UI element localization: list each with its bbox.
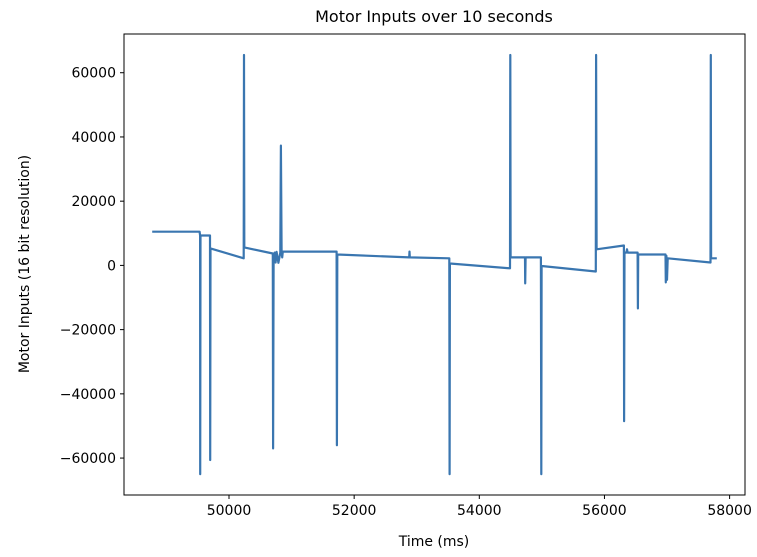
y-tick-label: −20000 [60, 323, 116, 339]
series-line [152, 53, 717, 476]
x-tick-label: 50000 [207, 503, 252, 519]
plot-frame [123, 33, 746, 496]
x-tick-label: 58000 [707, 503, 752, 519]
y-axis: −60000 −40000 −20000 0 20000 40000 60000 [60, 66, 124, 467]
x-tick-label: 52000 [332, 503, 377, 519]
y-tick-label: 20000 [71, 194, 116, 210]
x-axis: 50000 52000 54000 56000 58000 [207, 495, 752, 519]
y-axis-label: Motor Inputs (16 bit resolution) [17, 155, 33, 373]
x-tick-label: 56000 [582, 503, 627, 519]
plot-area [152, 53, 717, 476]
y-tick-label: −40000 [60, 387, 116, 403]
chart-title: Motor Inputs over 10 seconds [315, 7, 553, 26]
x-tick-label: 54000 [457, 503, 502, 519]
y-tick-label: 60000 [71, 66, 116, 82]
x-axis-label: Time (ms) [398, 534, 470, 550]
y-tick-label: −60000 [60, 451, 116, 467]
y-tick-label: 0 [107, 258, 116, 274]
y-tick-label: 40000 [71, 130, 116, 146]
